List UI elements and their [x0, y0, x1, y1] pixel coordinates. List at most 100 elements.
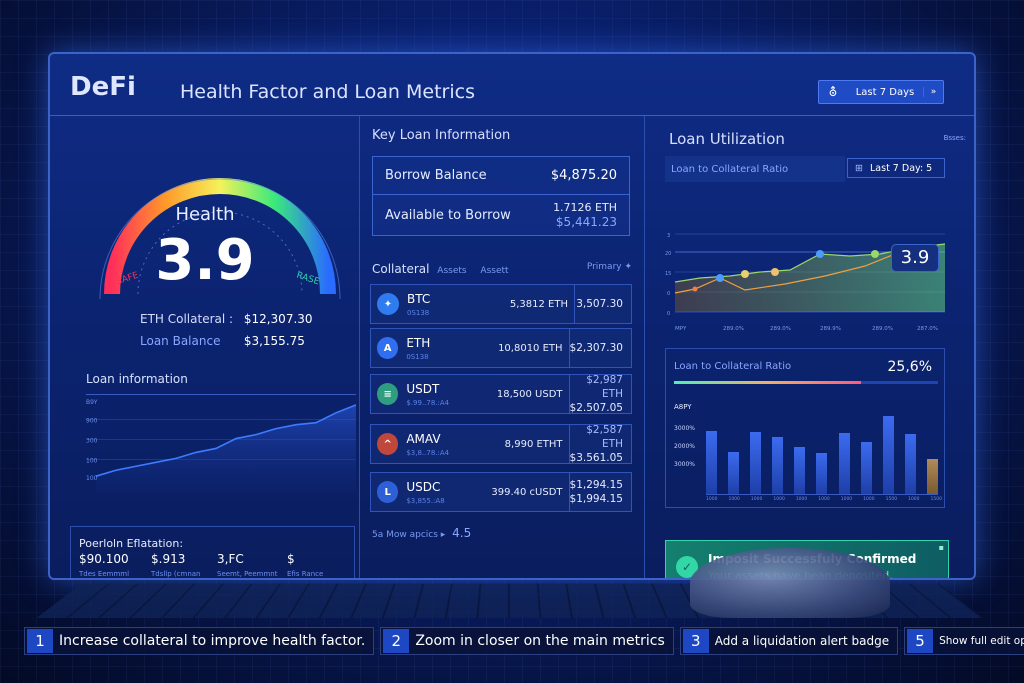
step-5[interactable]: 5 Show full edit options — [904, 627, 1024, 655]
loan-info-title: Loan information — [86, 372, 188, 386]
chart-bar — [838, 433, 850, 494]
pe-label: Efis Rance — [287, 570, 324, 578]
svg-text:289.0%: 289.0% — [872, 326, 893, 332]
step-text: Zoom in closer on the main metrics — [415, 633, 665, 649]
page-title: Health Factor and Loan Metrics — [180, 81, 475, 103]
ratio-value: 25,6% — [887, 359, 932, 375]
chart-bar — [728, 452, 740, 494]
pe-value: $.913 — [151, 552, 186, 566]
available-usd: $5,441.23 — [555, 215, 617, 229]
asset-name: USDT — [406, 381, 440, 396]
btc-icon: ✦ — [377, 293, 399, 315]
borrow-balance-row: Borrow Balance $4,875.20 — [373, 157, 629, 195]
pe-cell: $ Efis Rance — [287, 552, 353, 578]
ratio-progress-fill — [674, 381, 862, 384]
usdt-icon: ≡ — [377, 383, 399, 405]
ratio-bar-label: A8PY — [674, 403, 692, 411]
svg-text:100: 100 — [86, 457, 98, 464]
pe-label: Seemt, Peemmnt — [217, 570, 278, 578]
more-assets-link[interactable]: 5a Mow apcics ▸ 4.5 — [372, 526, 471, 540]
pe-label: Tdsllp (cmnan — [151, 570, 201, 578]
asset-amount: 8,990 ETHT — [482, 424, 570, 464]
asset-row-amav[interactable]: ^ AMAV $3,8..78.:A4 8,990 ETHT $2,587 ETH… — [370, 424, 632, 464]
svg-text:20: 20 — [665, 251, 671, 257]
utilization-corner: Bsses: — [943, 134, 966, 142]
asset-amount: 399.40 cUSDT — [482, 472, 570, 512]
asset-name: AMAV — [406, 431, 441, 446]
amav-icon: ^ — [377, 433, 399, 455]
expand-icon[interactable]: » — [923, 87, 943, 97]
asset-amount: 5,3812 ETH — [485, 284, 575, 324]
utilization-range-button[interactable]: ⊞ Last 7 Day: 5 — [847, 158, 945, 178]
eth-icon: A — [377, 337, 399, 359]
svg-text:300: 300 — [86, 438, 98, 445]
svg-text:100: 100 — [86, 475, 98, 482]
loan-info-chart: B9Y 900 300 100 100 — [86, 394, 356, 494]
chart-bar — [794, 447, 806, 494]
chart-bar — [772, 436, 784, 494]
position-estimation-card: Poerloln Eflatation: $90.100 Tdes Eemmml… — [70, 526, 355, 578]
chart-bar — [750, 432, 762, 494]
asset-value-2: $2.507.05 — [569, 402, 623, 414]
collateral-label: ETH Collateral : — [140, 312, 234, 326]
svg-text:0: 0 — [667, 291, 670, 297]
svg-text:15: 15 — [665, 271, 671, 277]
col-asset[interactable]: Assett — [480, 266, 509, 276]
key-loan-card: Borrow Balance $4,875.20 Available to Bo… — [372, 156, 630, 236]
available-eth: 1.7126 ETH — [553, 201, 617, 214]
collateral-title: Collateral — [372, 262, 430, 276]
utilization-chart: 3 20 15 0 0 MPY 289.0% 289.0% 289.9% 289… — [665, 233, 945, 332]
svg-text:289.9%: 289.9% — [820, 326, 841, 332]
pe-cell: 3,FC Seemt, Peemmnt — [217, 552, 283, 578]
step-text: Show full edit options — [939, 635, 1024, 647]
asset-name: BTC — [407, 291, 431, 306]
pe-cell: $.913 Tdsllp (cmnan — [151, 552, 217, 578]
collateral-value: $12,307.30 — [243, 312, 313, 326]
svg-text:MPY: MPY — [675, 326, 687, 332]
chart-bar-highlight — [926, 459, 938, 494]
asset-row-btc[interactable]: ✦ BTC 0S138 5,3812 ETH 3,507.30 — [370, 284, 632, 324]
collateral-header: Collateral Assets Assett Primary ✦ — [372, 262, 632, 276]
col-primary[interactable]: Primary ✦ — [586, 262, 632, 272]
instruction-steps: 1 Increase collateral to improve health … — [24, 627, 1024, 655]
y-tick: 3000% — [674, 425, 695, 432]
health-label: Health — [175, 204, 235, 225]
health-gauge — [99, 178, 341, 300]
asset-value: 3,507.30 — [576, 298, 623, 310]
utilization-badge: 3.9 — [891, 244, 939, 272]
key-loan-title: Key Loan Information — [372, 128, 511, 143]
svg-text:289.0%: 289.0% — [770, 326, 791, 332]
ratio-bar-chart — [706, 407, 938, 495]
asset-sub: $3,8..78.:A4 — [406, 448, 450, 457]
step-number: 3 — [682, 629, 709, 653]
asset-row-eth[interactable]: A ETH 0S138 10,8010 ETH $2,307.30 — [370, 328, 632, 368]
asset-row-usdc[interactable]: L USDC $3,855.:A8 399.40 cUSDT $1,294.15 $… — [370, 472, 632, 512]
step-1[interactable]: 1 Increase collateral to improve health … — [24, 627, 375, 655]
asset-name: ETH — [406, 335, 431, 350]
date-range-button[interactable]: ⛢ Last 7 Days » — [818, 80, 944, 104]
asset-sub: $3,855.:A8 — [406, 496, 445, 505]
asset-value: $2,307.30 — [569, 342, 623, 354]
utilization-title: Loan Utilization — [669, 130, 785, 148]
asset-name: USDC — [406, 479, 441, 494]
loan-balance-row: Loan Balance $3,155.75 — [140, 334, 305, 348]
step-3[interactable]: 3 Add a liquidation alert badge — [679, 627, 899, 655]
usdc-icon: L — [377, 481, 399, 503]
step-2[interactable]: 2 Zoom in closer on the main metrics — [380, 627, 674, 655]
loan-balance-value: $3,155.75 — [243, 334, 305, 348]
asset-sub: 0S138 — [406, 352, 429, 361]
toast-close-icon[interactable]: ▪ — [938, 543, 944, 552]
svg-text:287.0%: 287.0% — [917, 326, 938, 332]
step-text: Add a liquidation alert badge — [714, 634, 890, 648]
loan-column: Key Loan Information Borrow Balance $4,8… — [360, 116, 645, 578]
step-number: 5 — [907, 629, 934, 653]
step-text: Increase collateral to improve health fa… — [59, 633, 366, 649]
loan-balance-label: Loan Balance — [140, 334, 221, 348]
ratio-title: Loan to Collateral Ratio — [674, 361, 792, 372]
pe-cell: $90.100 Tdes Eemmml — [79, 552, 145, 578]
asset-sub: $.99..78.:A4 — [406, 398, 450, 407]
check-icon: ✓ — [676, 556, 698, 578]
utilization-column: Loan Utilization Bsses: Loan to Collater… — [645, 116, 974, 578]
asset-row-usdt[interactable]: ≡ USDT $.99..78.:A4 18,500 USDT $2,987 ET… — [370, 374, 632, 414]
col-assets[interactable]: Assets — [437, 266, 467, 276]
